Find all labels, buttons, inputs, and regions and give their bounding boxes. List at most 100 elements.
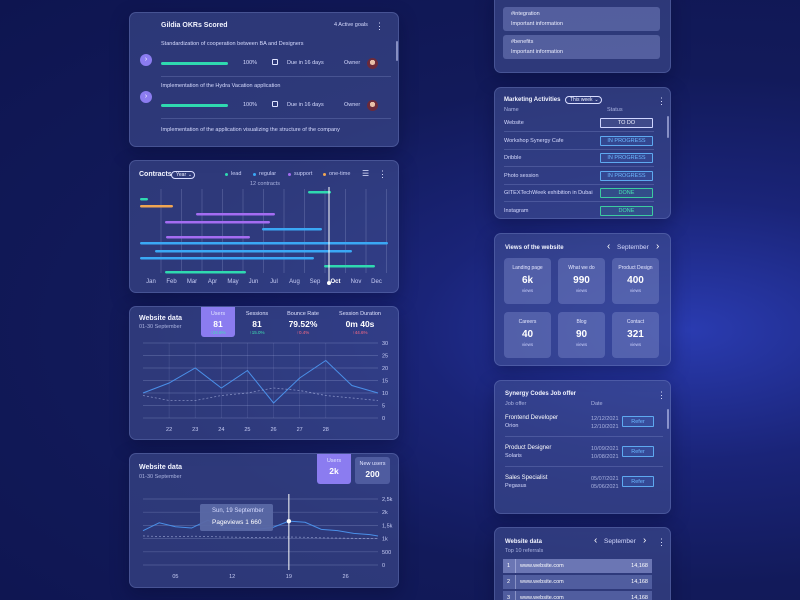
view-tile-label: Careers — [518, 319, 537, 325]
row-rank: 3 — [507, 595, 511, 600]
month-label: Feb — [166, 279, 177, 285]
stat-users[interactable]: Users 81 ↑24.6% — [201, 307, 235, 337]
legend-dot — [323, 173, 326, 176]
month-label: Mar — [187, 279, 197, 285]
contracts-more-icon[interactable]: ⋮ — [378, 169, 387, 179]
row-value: 14,168 — [631, 563, 648, 569]
website-data-title: Website data — [139, 315, 183, 322]
y-tick-label: 500 — [382, 550, 391, 556]
hover-point[interactable] — [286, 518, 292, 524]
status-badge[interactable]: IN PROGRESS — [600, 170, 653, 181]
legend-dot — [253, 173, 256, 176]
col-job-offer: Job offer — [505, 401, 527, 407]
month-label: Nov — [351, 279, 362, 285]
status-badge[interactable]: DONE — [600, 188, 653, 198]
contract-bar[interactable] — [155, 250, 352, 253]
view-tile-value: 400 — [627, 275, 644, 286]
table-row[interactable]: 2 www.website.com 14,168 — [503, 575, 652, 589]
contract-bar[interactable] — [165, 221, 270, 224]
owner-label: Owner — [344, 60, 361, 66]
activity-name: Dribble — [504, 155, 522, 161]
contract-bar[interactable] — [196, 213, 275, 216]
marketing-more-icon[interactable]: ⋮ — [657, 96, 666, 106]
x-tick-label: 19 — [286, 574, 292, 580]
table-row[interactable]: 1 www.website.com 14,168 — [503, 559, 652, 573]
avatar — [367, 100, 378, 111]
calendar-icon — [272, 101, 278, 107]
job-more-icon[interactable]: ⋮ — [657, 390, 666, 400]
referrals-month: September — [604, 538, 636, 545]
contract-bar[interactable] — [308, 191, 331, 194]
legend-dot — [225, 173, 228, 176]
owner-label: Owner — [344, 102, 361, 108]
refer-button[interactable]: Refer — [622, 446, 654, 457]
period-dropdown[interactable]: This week ⌄ — [565, 96, 602, 104]
scrollbar[interactable] — [396, 41, 398, 61]
divider — [161, 118, 391, 119]
activity-name: Instagram — [504, 207, 529, 214]
refer-button[interactable]: Refer — [622, 476, 654, 487]
job-client: Pegasus — [505, 483, 527, 489]
contract-bar[interactable] — [165, 271, 246, 274]
stat-new-users[interactable]: New users 200 — [355, 457, 390, 484]
expand-goal-button[interactable]: › — [140, 91, 152, 103]
list-view-icon[interactable]: ☰ — [362, 169, 370, 178]
prev-month-button[interactable]: ‹ — [594, 535, 598, 546]
contract-bar[interactable] — [140, 198, 148, 201]
status-badge[interactable]: IN PROGRESS — [600, 135, 653, 146]
contract-bar[interactable] — [324, 265, 375, 268]
job-date: 12/12/2021 — [591, 416, 619, 422]
calendar-icon — [272, 59, 278, 65]
status-badge[interactable]: DONE — [600, 205, 653, 216]
scrollbar[interactable] — [667, 116, 669, 138]
x-tick-label: 25 — [244, 427, 250, 433]
next-month-button[interactable]: › — [656, 241, 660, 252]
x-tick-label: 22 — [166, 427, 172, 433]
tag-item[interactable]: #benefits Important information — [503, 35, 660, 59]
goal-name: Implementation of the Hydra Vacation app… — [161, 83, 281, 89]
stat-session-duration[interactable]: Session Duration 0m 40s ↑44.6% — [339, 311, 381, 335]
okr-more-icon[interactable]: ⋮ — [375, 21, 384, 31]
expand-goal-button[interactable]: › — [140, 54, 152, 66]
contracts-count: 12 contracts — [250, 181, 280, 187]
okr-card: Gildia OKRs Scored 4 Active goals ⋮ Stan… — [129, 12, 399, 147]
tag-item[interactable]: #integration Important information — [503, 7, 660, 31]
referrals-more-icon[interactable]: ⋮ — [657, 537, 666, 547]
view-tile[interactable]: Landing page 6k views — [504, 258, 551, 304]
website-data-card: Website data 01-30 September Users 2k Ne… — [129, 453, 399, 588]
row-value: 14,168 — [631, 595, 648, 600]
job-client: Solaris — [505, 453, 522, 459]
tags-card: #integration Important information #bene… — [494, 0, 671, 73]
stat-users[interactable]: Users 2k — [317, 454, 351, 484]
view-tile[interactable]: Contact 321 views — [612, 312, 659, 358]
view-tile[interactable]: Product Design 400 views — [612, 258, 659, 304]
status-badge[interactable]: TO DO — [600, 118, 653, 128]
status-badge[interactable]: IN PROGRESS — [600, 153, 653, 163]
view-tile[interactable]: Careers 40 views — [504, 312, 551, 358]
refer-button[interactable]: Refer — [622, 416, 654, 427]
view-tile-unit: views — [629, 288, 642, 293]
period-dropdown[interactable]: Year ⌄ — [171, 171, 196, 179]
contract-bar[interactable] — [140, 205, 173, 208]
contract-bar[interactable] — [140, 242, 388, 245]
contracts-card: Contracts Year ⌄ lead regular support one-ti… — [129, 160, 399, 293]
view-tile-unit: views — [575, 342, 588, 347]
contract-bar[interactable] — [140, 257, 314, 260]
contract-bar[interactable] — [262, 228, 322, 231]
view-tile[interactable]: What we do 990 views — [558, 258, 605, 304]
stat-bounce-rate[interactable]: Bounce Rate 79.52% ↑0.4% — [287, 311, 319, 335]
prev-month-button[interactable]: ‹ — [607, 241, 611, 252]
contract-bar[interactable] — [166, 236, 250, 239]
next-month-button[interactable]: › — [643, 535, 647, 546]
stat-sessions[interactable]: Sessions 81 ↑15.0% — [245, 311, 269, 335]
job-date: 05/06/2021 — [591, 484, 619, 490]
series-line — [142, 387, 379, 401]
view-tile[interactable]: Blog 90 views — [558, 312, 605, 358]
col-name: Name — [504, 107, 519, 113]
chevron-down-icon: ⌄ — [187, 172, 193, 178]
job-date: 12/10/2021 — [591, 424, 619, 430]
referrals-title: Website data — [505, 539, 542, 545]
x-tick-label: 12 — [229, 574, 235, 580]
table-row[interactable]: 3 www.website.com 14,168 — [503, 591, 652, 600]
scrollbar[interactable] — [667, 409, 669, 429]
